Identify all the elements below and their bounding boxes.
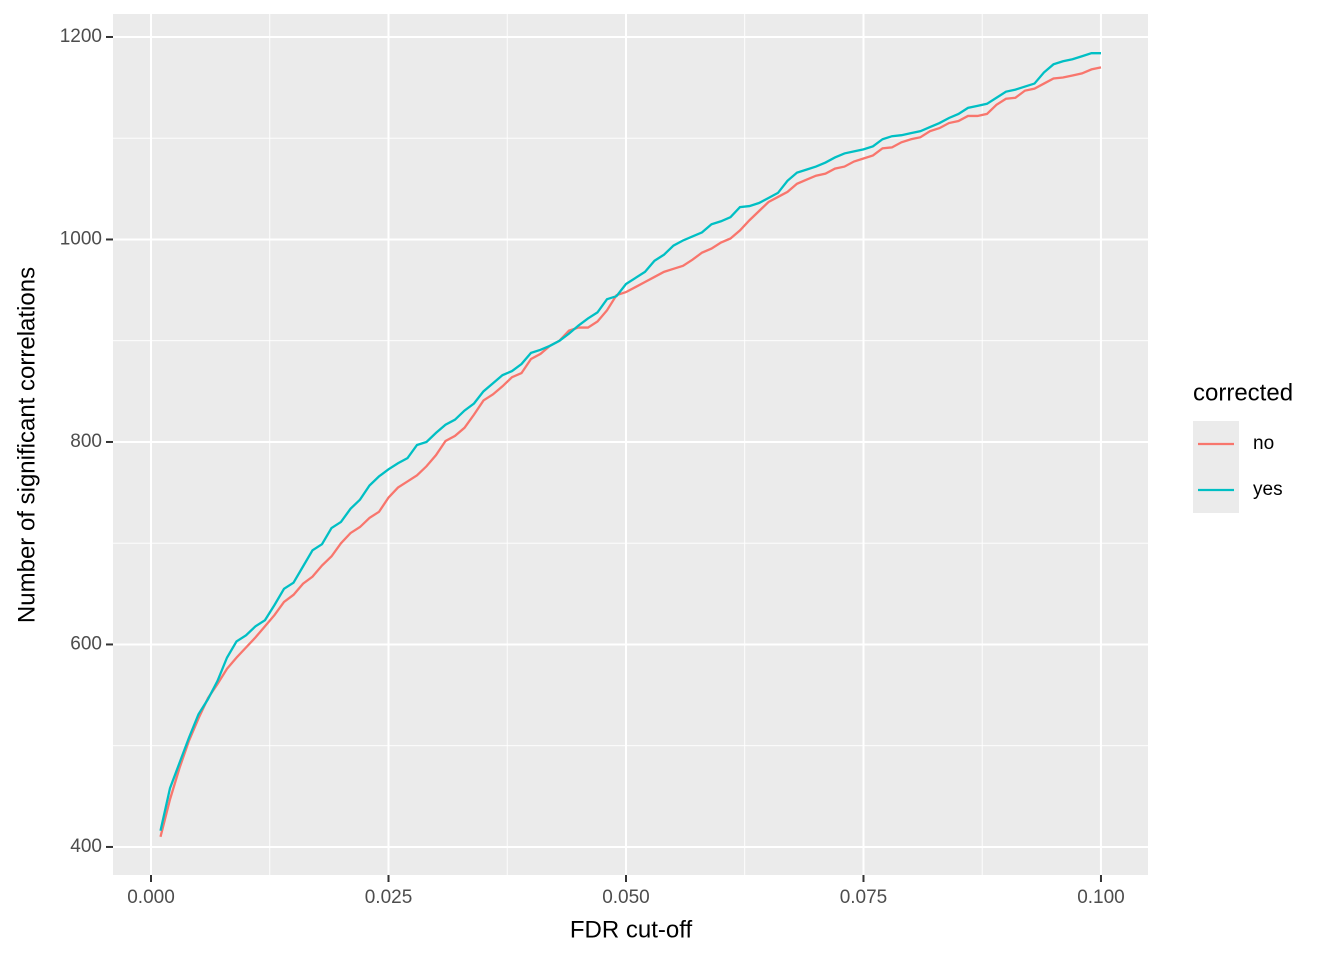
y-tick-label: 1000 (60, 228, 102, 249)
line-series (159, 66, 1102, 838)
y-tick-label: 600 (70, 633, 102, 654)
x-tick-label: 0.050 (602, 887, 650, 908)
y-axis-title: Number of significant correlations (13, 267, 40, 623)
legend-title: corrected (1193, 379, 1293, 406)
x-tick-label: 0.000 (127, 887, 175, 908)
legend-label: no (1253, 433, 1274, 454)
x-axis-title: FDR cut-off (570, 916, 693, 943)
plot-panel (113, 14, 1148, 875)
x-tick-label: 0.075 (840, 887, 888, 908)
x-tick-label: 0.100 (1077, 887, 1125, 908)
legend-label: yes (1253, 479, 1283, 500)
y-tick-label: 800 (70, 431, 102, 452)
y-tick-label: 1200 (60, 26, 102, 47)
x-tick-label: 0.025 (365, 887, 413, 908)
y-tick-label: 400 (70, 836, 102, 857)
line-series (159, 52, 1101, 832)
